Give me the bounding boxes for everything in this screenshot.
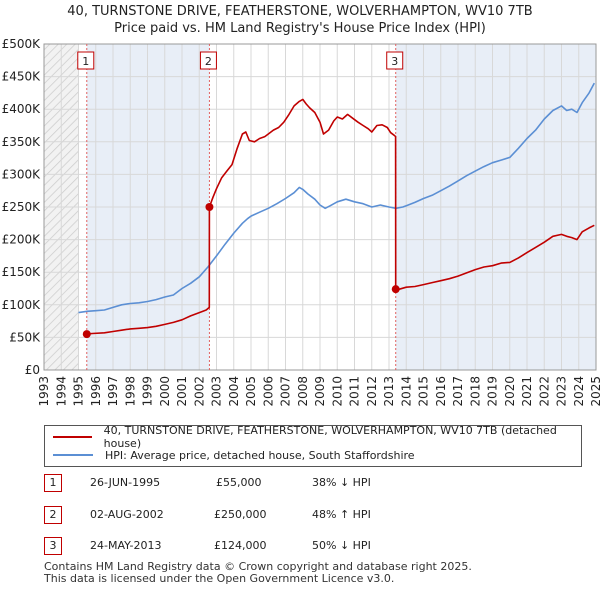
x-tick-label: 2016: [434, 376, 448, 407]
legend-label-property: 40, TURNSTONE DRIVE, FEATHERSTONE, WOLVE…: [103, 424, 557, 450]
y-tick-label: £150K: [2, 265, 42, 279]
x-tick-label: 2020: [503, 376, 517, 407]
y-tick-label: £0: [25, 363, 40, 377]
x-tick-label: 2018: [468, 376, 482, 407]
x-tick-label: 2004: [227, 376, 241, 407]
transaction-hpi: 50% ↓ HPI: [312, 539, 371, 552]
transaction-hpi: 38% ↓ HPI: [312, 476, 371, 489]
x-tick-label: 1999: [141, 376, 155, 407]
y-tick-label: £500K: [2, 37, 42, 51]
transaction-price: £250,000: [214, 508, 267, 521]
legend: 40, TURNSTONE DRIVE, FEATHERSTONE, WOLVE…: [44, 424, 582, 467]
legend-label-hpi: HPI: Average price, detached house, Sout…: [105, 448, 415, 462]
x-tick-label: 2005: [244, 376, 258, 407]
x-tick-label: 2019: [486, 376, 500, 407]
price-chart: £0 £50K £100K £150K £200K £250K £300K £350K £400…: [2, 37, 600, 407]
x-tick-label: 2022: [537, 376, 551, 407]
transaction-marker: 1: [44, 474, 62, 492]
hpi-series-line: [78, 82, 596, 314]
transaction-date: 26-JUN-1995: [90, 476, 161, 489]
x-tick-label: 2006: [261, 376, 275, 407]
y-tick-label: £200K: [2, 233, 42, 247]
footer-license: This data is licensed under the Open Gov…: [44, 572, 395, 585]
x-tick-label: 2000: [158, 376, 172, 407]
x-tick-label: 2007: [279, 376, 293, 407]
x-tick-label: 2001: [175, 376, 189, 407]
transaction-hpi: 48% ↑ HPI: [312, 508, 371, 521]
y-tick-label: £300K: [2, 167, 42, 181]
x-tick-label: 1996: [89, 376, 103, 407]
y-tick-label: £100K: [2, 298, 42, 312]
sale-number-box: [77, 51, 95, 70]
y-tick-label: £50K: [9, 330, 41, 344]
footer-copyright: Contains HM Land Registry data © Crown c…: [44, 560, 472, 573]
sale-number-label: 2: [205, 55, 212, 68]
x-tick-label: 2011: [348, 376, 362, 407]
sale-point: [205, 203, 214, 211]
legend-swatch-hpi: [53, 454, 93, 456]
x-tick-label: 2017: [451, 376, 465, 407]
sale-number-label: 1: [82, 55, 89, 68]
transaction-row: 3 24-MAY-2013 £124,000 50% ↓ HPI: [44, 537, 444, 557]
x-tick-label: 1993: [37, 376, 51, 407]
sale-point: [82, 330, 91, 339]
x-tick-label: 1995: [72, 376, 86, 407]
property-series-line: [86, 98, 595, 335]
x-tick-label: 2014: [399, 376, 413, 407]
legend-swatch-property: [53, 436, 92, 438]
legend-item-property: 40, TURNSTONE DRIVE, FEATHERSTONE, WOLVE…: [53, 424, 581, 450]
x-tick-label: 2025: [589, 376, 600, 407]
transaction-row: 2 02-AUG-2002 £250,000 48% ↑ HPI: [44, 506, 444, 526]
x-tick-label: 2023: [555, 376, 569, 407]
x-tick-label: 2024: [572, 376, 586, 407]
x-tick-label: 1998: [123, 376, 137, 407]
chart-title-line2: Price paid vs. HM Land Registry's House …: [114, 21, 486, 36]
x-tick-label: 2015: [417, 376, 431, 407]
sale-number-box: [386, 51, 404, 70]
transaction-date: 24-MAY-2013: [90, 539, 162, 552]
x-tick-label: 1994: [54, 376, 68, 407]
x-tick-label: 1997: [106, 376, 120, 407]
x-tick-label: 2010: [330, 376, 344, 407]
x-tick-label: 2009: [313, 376, 327, 407]
x-tick-label: 2012: [365, 376, 379, 407]
y-tick-label: £400K: [2, 102, 42, 116]
sale-point: [391, 285, 400, 294]
transaction-price: £124,000: [214, 539, 267, 552]
plot-frame: [43, 43, 597, 371]
sale-number-label: 3: [391, 55, 398, 68]
legend-item-hpi: HPI: Average price, detached house, Sout…: [53, 447, 415, 463]
transaction-price: £55,000: [216, 476, 262, 489]
transaction-marker: 2: [44, 506, 62, 524]
y-tick-label: £350K: [2, 135, 42, 149]
x-tick-label: 2021: [520, 376, 534, 407]
x-tick-label: 2002: [192, 376, 206, 407]
transaction-marker: 3: [44, 537, 62, 555]
x-tick-label: 2008: [296, 376, 310, 407]
footer: Contains HM Land Registry data © Crown c…: [44, 561, 472, 585]
x-tick-label: 2003: [210, 376, 224, 407]
x-tick-label: 2013: [382, 376, 396, 407]
transaction-row: 1 26-JUN-1995 £55,000 38% ↓ HPI: [44, 474, 444, 494]
transaction-date: 02-AUG-2002: [90, 508, 164, 521]
sale-number-box: [199, 51, 217, 70]
y-tick-label: £250K: [2, 200, 42, 214]
chart-title-line1: 40, TURNSTONE DRIVE, FEATHERSTONE, WOLVE…: [67, 4, 533, 19]
y-tick-label: £450K: [2, 70, 42, 84]
